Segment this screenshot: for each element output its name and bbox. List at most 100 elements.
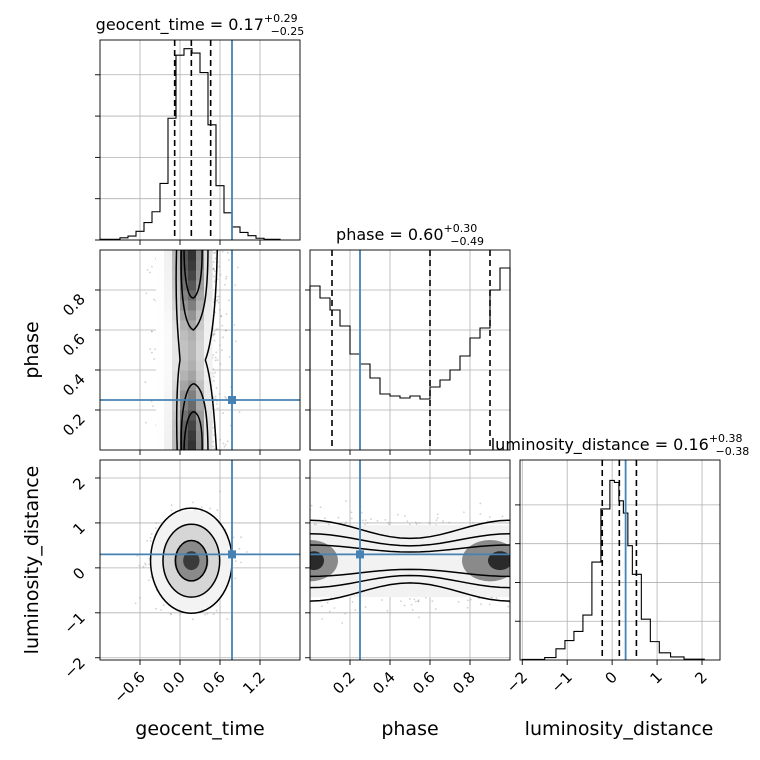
sample-point [387,521,390,524]
sample-point [220,315,222,318]
sample-point [149,271,151,274]
density-cell [188,290,197,301]
sample-point [224,396,227,398]
sample-point [144,381,147,384]
sample-point [144,564,147,566]
sample-point [170,509,173,512]
sample-point [226,251,229,254]
density-cell [188,430,197,441]
density-cell [196,400,205,411]
sample-point [408,523,411,526]
sample-point [234,560,237,562]
sample-point [221,324,224,327]
sample-point [153,298,155,301]
density-cell [204,270,213,281]
density-cell [196,280,205,291]
sample-point [206,612,209,615]
y-tick-label: −2 [60,654,88,682]
y-tick-label: 0 [69,564,88,583]
sample-point [327,523,330,526]
sample-point [240,536,242,539]
sample-point [215,403,218,405]
contour-line [310,544,510,553]
density-cell [196,410,205,421]
joint-frame [99,249,301,451]
density-cell [188,340,197,351]
density-cell [188,250,197,261]
density-cell [196,430,205,441]
sample-point [219,490,221,493]
sample-point [151,265,153,268]
sample-point [321,605,323,608]
contour-line [175,250,219,450]
sample-point [491,596,494,599]
sample-point [234,577,237,580]
sample-point [212,375,215,378]
density-cell [180,330,189,341]
density-cell [204,340,213,351]
sample-point [364,519,367,522]
sample-point [364,606,367,608]
sample-point [341,622,344,624]
sample-point [240,561,243,564]
sample-point [155,522,158,525]
sample-point [480,603,483,606]
density-cell [156,300,165,311]
density-cell [196,310,205,321]
sample-point [344,612,347,615]
density-cell [164,300,173,311]
sample-point [216,407,219,410]
density-cell [188,390,197,401]
sample-point [154,527,157,529]
sample-point [462,511,465,514]
sample-point [148,563,150,566]
sample-point [431,600,434,603]
density-cell [172,320,181,331]
sample-point [217,301,220,304]
density-cell [180,310,189,321]
sample-point [221,349,223,352]
density-cell [188,280,197,291]
sample-point [213,330,216,333]
density-cell [156,400,165,411]
density-cell [164,250,173,261]
x-tick-label: 1 [646,668,665,687]
sample-point [228,299,230,302]
sample-point [217,328,219,331]
sample-point [214,356,217,359]
density-cell [204,360,213,371]
density-cell [156,440,165,450]
density-cell [156,370,165,381]
sample-point [212,396,215,399]
sample-point [376,520,379,522]
sample-point [345,521,348,524]
density-cell [164,380,173,391]
density-cell [164,420,173,431]
sample-point [360,511,363,514]
sample-point [136,554,139,557]
sample-point [213,447,216,450]
sample-point [234,340,237,343]
sample-point [139,597,141,599]
histogram-luminosity_distance [521,479,705,660]
sample-point [148,557,151,560]
x-tick-label: 0.0 [159,668,189,698]
sample-point [222,412,224,414]
sample-point [212,613,215,616]
sample-point [414,600,417,603]
sample-point [238,411,241,414]
sample-point [149,536,152,539]
sample-point [138,564,141,567]
y-tick-label: 0.2 [59,410,89,440]
sample-point [226,440,229,443]
sample-point [326,601,329,604]
density-cell [172,380,181,391]
x-tick-label: 0.6 [409,668,439,698]
sample-point [403,604,406,607]
density-cell [188,360,197,371]
density-cell [180,370,189,381]
sample-point [216,359,219,361]
density-cell [156,270,165,281]
